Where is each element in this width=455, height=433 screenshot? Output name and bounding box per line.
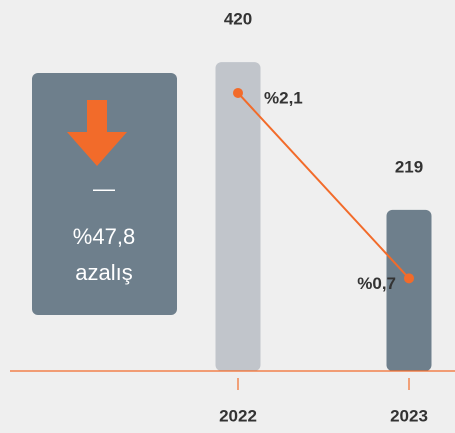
callout-label: azalış (75, 260, 132, 285)
callout: — %47,8 azalış (32, 73, 177, 315)
bar (386, 209, 432, 371)
bar (215, 62, 261, 372)
line-value-label: %2,1 (264, 88, 303, 107)
down-arrow (67, 100, 127, 166)
bar-value-label: 219 (395, 157, 423, 176)
bar-value-label: 420 (224, 10, 252, 29)
x-tick-label: 2023 (390, 406, 428, 425)
callout-dash: — (93, 176, 115, 201)
line (237, 92, 410, 279)
callout-value: %47,8 (73, 224, 135, 249)
line-point (404, 273, 414, 284)
line-point (233, 87, 243, 98)
x-tick-label: 2022 (219, 406, 257, 425)
line-value-label: %0,7 (357, 274, 396, 293)
callout-box (32, 73, 177, 315)
